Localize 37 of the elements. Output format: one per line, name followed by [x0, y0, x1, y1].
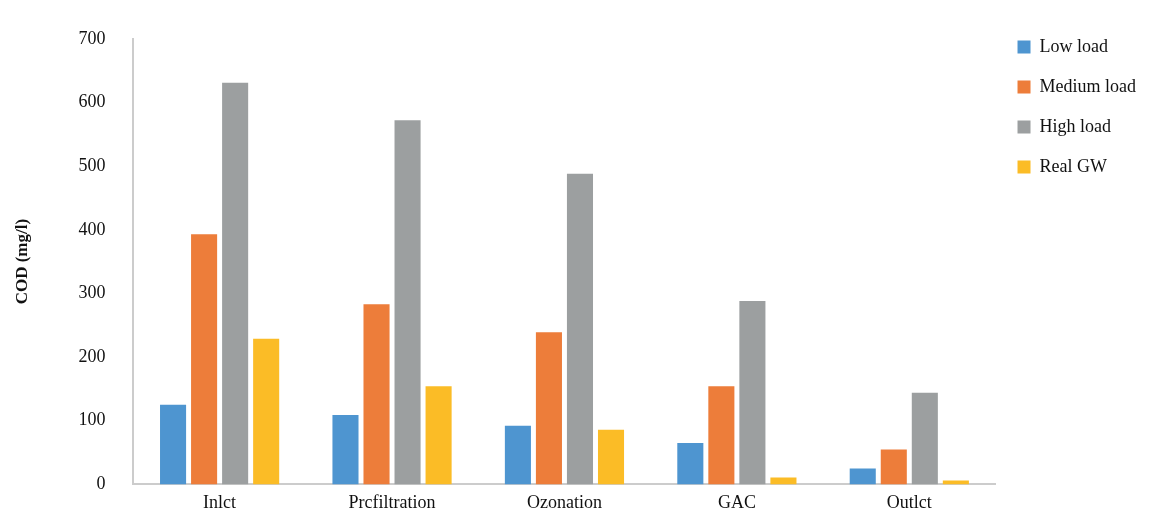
legend-label: Real GW — [1039, 155, 1107, 176]
y-tick-label: 100 — [78, 409, 106, 430]
bar — [708, 386, 735, 485]
bar — [739, 301, 766, 485]
bar — [597, 429, 625, 485]
bar — [363, 304, 390, 485]
bar — [394, 120, 421, 485]
bar — [880, 449, 907, 485]
bar — [849, 468, 876, 485]
bar — [425, 386, 452, 485]
bar — [253, 338, 280, 485]
bar — [770, 477, 797, 485]
x-tick-label: Outlct — [886, 491, 932, 512]
bar — [535, 332, 562, 485]
x-tick-label: Prcfiltration — [348, 491, 436, 512]
x-tick-label: GAC — [717, 491, 756, 512]
y-tick-label: 300 — [78, 282, 106, 303]
y-tick-label: 500 — [78, 154, 106, 175]
y-tick-label: 700 — [78, 27, 106, 48]
legend-label: High load — [1039, 115, 1112, 136]
bar — [191, 234, 218, 485]
y-axis-title: COD (mg/l) — [11, 218, 31, 305]
legend-label: Medium load — [1039, 75, 1137, 96]
y-tick-label: 400 — [78, 218, 106, 239]
y-tick-label: 600 — [78, 91, 106, 112]
x-tick-label: Ozonation — [526, 491, 602, 512]
bar — [222, 82, 249, 485]
x-tick-label: Inlct — [203, 491, 237, 512]
bar — [160, 404, 187, 485]
legend-label: Low load — [1039, 35, 1108, 56]
bar — [911, 392, 938, 485]
y-tick-label: 0 — [96, 473, 106, 494]
bar — [504, 425, 531, 485]
bar — [677, 443, 704, 485]
y-tick-label: 200 — [78, 345, 106, 366]
bar — [332, 415, 359, 485]
bar — [566, 173, 594, 485]
